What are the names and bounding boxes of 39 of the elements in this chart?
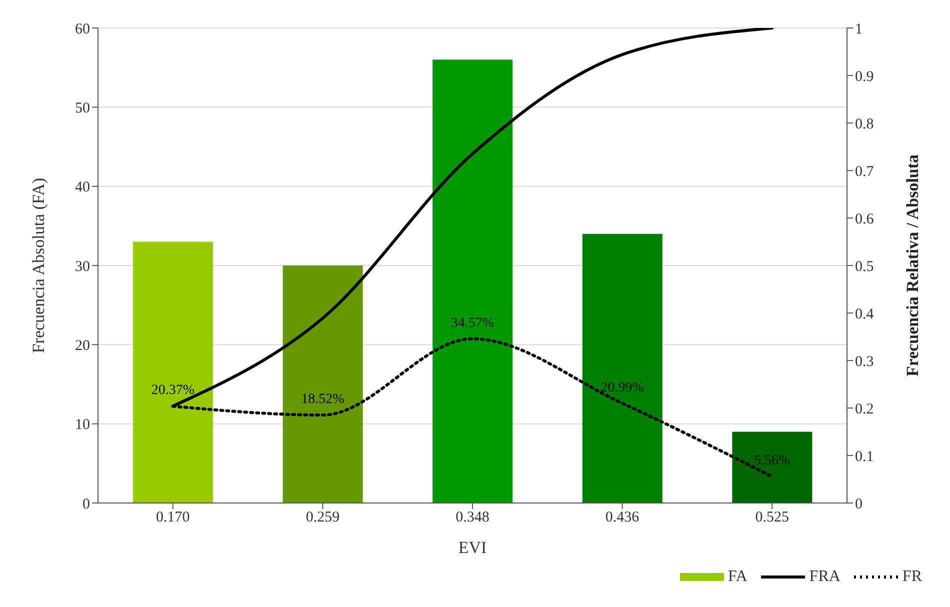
y2-tick-label: 0.1 — [855, 448, 874, 465]
legend-label: FR — [902, 568, 922, 586]
y2-tick-label: 0.3 — [855, 354, 874, 370]
bar — [432, 60, 513, 503]
y-tick-label: 30 — [75, 258, 90, 275]
y2-tick-label: 0.9 — [855, 68, 874, 85]
y2-tick-label: 0.8 — [855, 116, 874, 132]
legend-label: FA — [728, 568, 748, 586]
x-tick-label: 0.259 — [306, 510, 340, 526]
data-label: 18.52% — [301, 392, 345, 408]
y2-tick-label: 0.2 — [855, 401, 874, 418]
y2-tick-label: 0.5 — [855, 258, 874, 275]
y-axis-title: Frecuencia Absoluta (FA) — [29, 178, 48, 354]
x-tick-label: 0.170 — [156, 510, 190, 526]
y2-tick-label: 0.7 — [855, 164, 874, 180]
bar — [282, 266, 363, 503]
y-tick-label: 40 — [75, 180, 90, 196]
bar — [582, 234, 662, 503]
data-label: 20.99% — [600, 380, 644, 396]
y-tick-label: 60 — [75, 21, 90, 38]
x-tick-label: 0.525 — [755, 510, 789, 526]
data-label: 34.57% — [450, 316, 494, 331]
y2-tick-label: 0.6 — [855, 211, 874, 228]
legend-label: FRA — [809, 568, 840, 586]
bar — [732, 432, 812, 503]
y2-tick-label: 0 — [855, 496, 862, 512]
y2-tick-label: 0.4 — [855, 306, 874, 322]
y2-tick-label: 1 — [855, 21, 862, 38]
y-tick-label: 10 — [75, 417, 90, 434]
y-tick-label: 20 — [75, 338, 90, 354]
x-axis-title: EVI — [458, 538, 487, 557]
x-tick-label: 0.436 — [605, 510, 640, 526]
data-label: 5.56% — [754, 454, 791, 469]
y2-axis-title: Frecuencia Relativa / Absoluta — [903, 154, 922, 377]
y-tick-label: 50 — [75, 100, 90, 116]
data-label: 20.37% — [151, 383, 195, 398]
bar — [133, 242, 213, 503]
x-tick-label: 0.348 — [456, 510, 490, 526]
y-tick-label: 0 — [82, 496, 90, 512]
